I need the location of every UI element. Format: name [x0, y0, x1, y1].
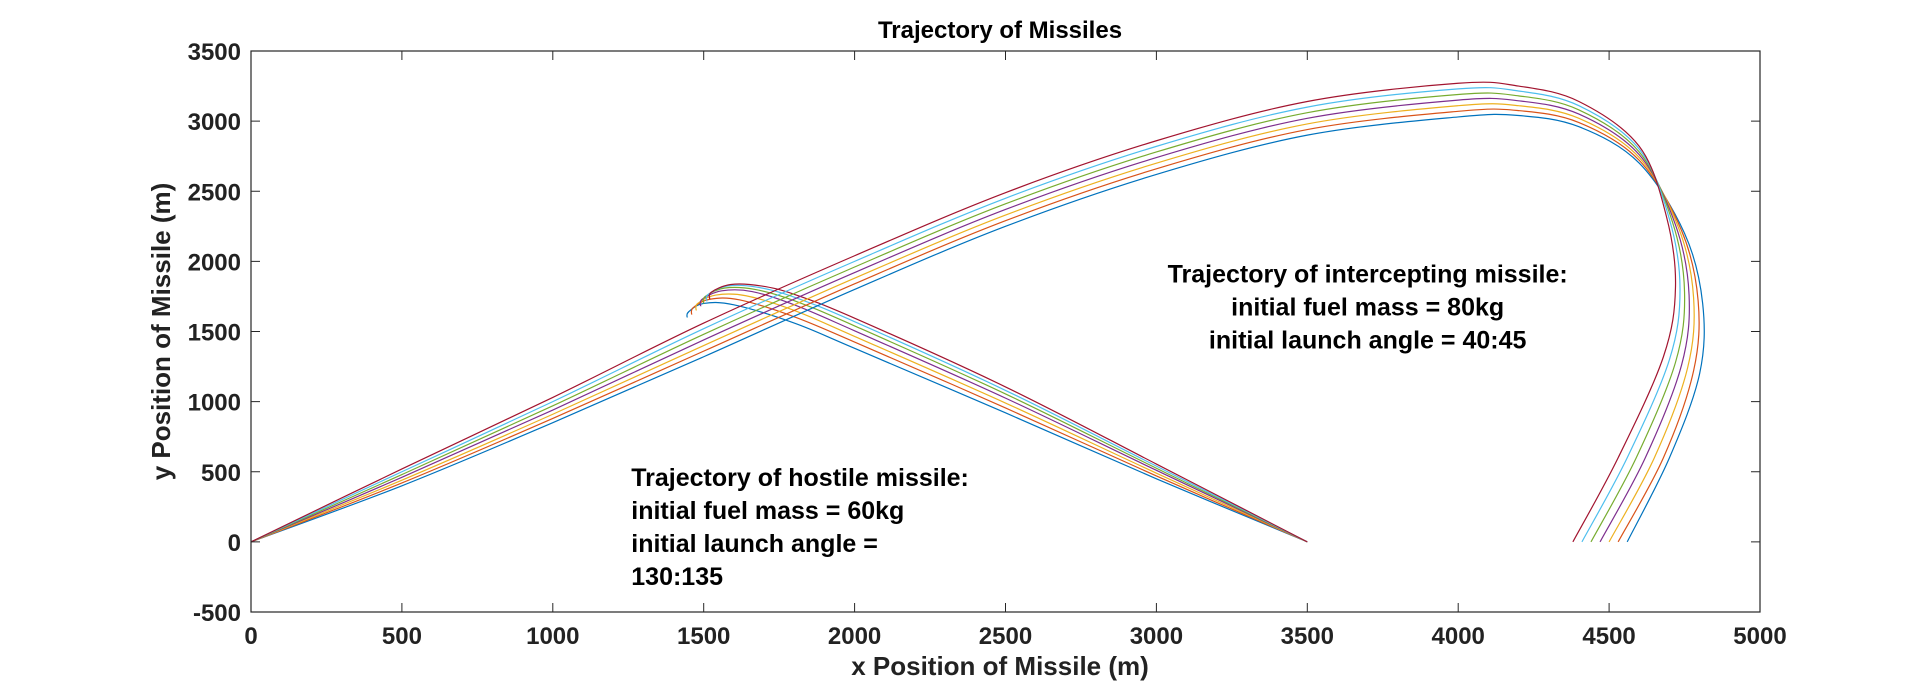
intercepting-trajectory-line-5 — [250, 92, 1686, 543]
hostile-annotation-line-4: 130:135 — [631, 563, 723, 591]
y-axis-label: y Position of Missile (m) — [146, 183, 176, 481]
intercepting-trajectory-line-7 — [250, 81, 1677, 543]
annotation-layer: Trajectory of hostile missile: initial fu… — [631, 260, 1567, 590]
intercepting-annotation: Trajectory of intercepting missile: initi… — [1168, 260, 1568, 354]
intercepting-trajectory-line-2 — [250, 108, 1700, 543]
y-tick-label: 1000 — [188, 390, 241, 417]
x-tick-label: 1500 — [677, 623, 730, 650]
x-tick-label: 1000 — [526, 623, 579, 650]
y-tick-label: 3000 — [188, 109, 241, 136]
hostile-trajectory-line-5 — [702, 286, 1308, 543]
y-tick-label: 1500 — [188, 320, 241, 347]
hostile-trajectory-line-2 — [690, 297, 1308, 543]
intercepting-trajectory-line-6 — [250, 87, 1681, 543]
x-tick-label: 3500 — [1281, 623, 1334, 650]
intercepting-trajectory-line-3 — [250, 103, 1695, 543]
x-tick-label: 2500 — [979, 623, 1032, 650]
y-tick-label: -500 — [193, 600, 241, 627]
y-tick-label: 2000 — [188, 249, 241, 276]
x-tick-label: 4500 — [1582, 623, 1635, 650]
hostile-trajectory-line-7 — [708, 283, 1308, 543]
tick-layer: 0 500 1000 1500 2000 2500 3000 3500 4000 4500 5000… — [188, 39, 1787, 650]
y-tick-label: 500 — [201, 460, 241, 487]
y-tick-label: 0 — [228, 530, 241, 557]
intercepting-annotation-line-3: initial launch angle = 40:45 — [1209, 326, 1527, 354]
hostile-trajectory-line-4 — [699, 289, 1308, 543]
intercepting-trajectory-line-1 — [250, 113, 1705, 543]
y-tick-label: 3500 — [188, 39, 241, 66]
hostile-annotation-line-3: initial launch angle = — [631, 530, 878, 558]
chart-title: Trajectory of Missiles — [878, 17, 1122, 44]
plot-area — [251, 51, 1760, 612]
x-tick-label: 0 — [244, 623, 257, 650]
y-tick-label: 2500 — [188, 179, 241, 206]
x-tick-label: 4000 — [1432, 623, 1485, 650]
hostile-annotation-line-2: initial fuel mass = 60kg — [631, 497, 904, 525]
intercepting-trajectory-line-4 — [250, 97, 1690, 543]
intercepting-annotation-line-1: Trajectory of intercepting missile: — [1168, 260, 1568, 288]
x-tick-label: 3000 — [1130, 623, 1183, 650]
x-tick-label: 2000 — [828, 623, 881, 650]
x-tick-label: 5000 — [1733, 623, 1786, 650]
hostile-annotation: Trajectory of hostile missile: initial fu… — [631, 464, 969, 591]
hostile-trajectory-line-3 — [695, 293, 1308, 543]
intercepting-annotation-line-2: initial fuel mass = 80kg — [1231, 293, 1504, 321]
hostile-annotation-line-1: Trajectory of hostile missile: — [631, 464, 969, 492]
x-axis-label: x Position of Missile (m) — [851, 651, 1149, 681]
series-layer — [250, 81, 1705, 543]
x-tick-label: 500 — [382, 623, 422, 650]
